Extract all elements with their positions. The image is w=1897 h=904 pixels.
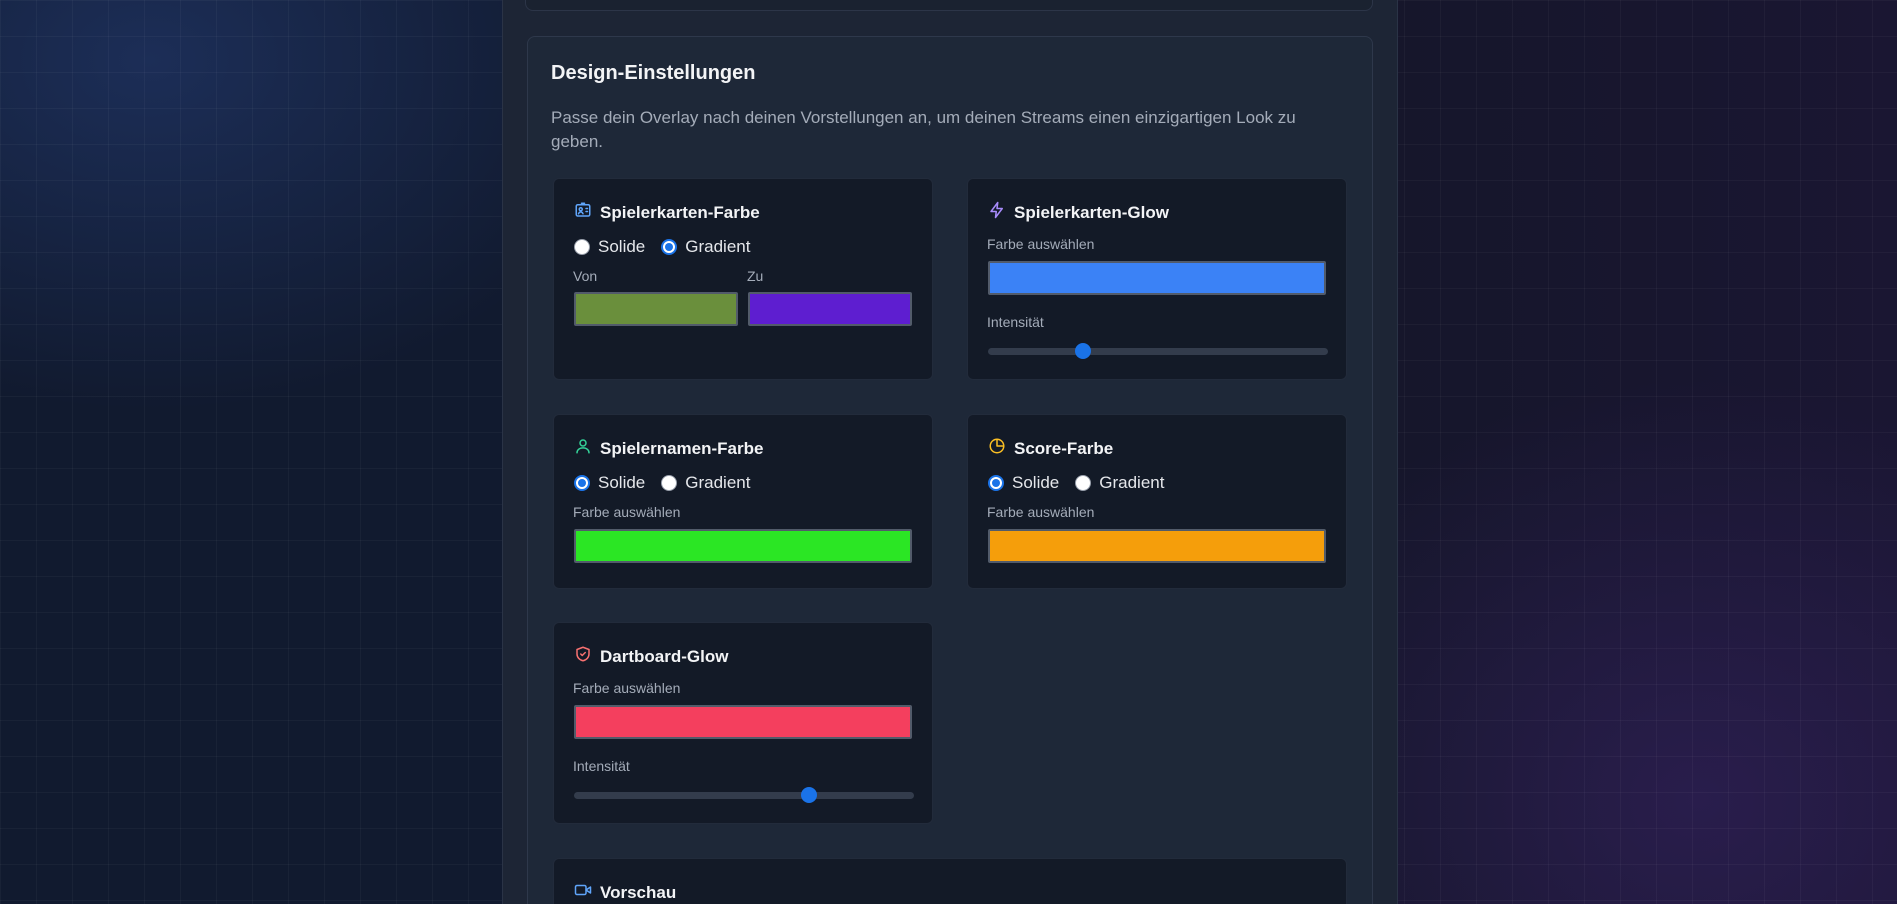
fill-mode-radio-group: Solide Gradient bbox=[574, 473, 766, 493]
radio-gradient[interactable]: Gradient bbox=[1075, 473, 1164, 493]
slider-thumb[interactable] bbox=[800, 787, 817, 803]
radio-button[interactable] bbox=[988, 475, 1004, 491]
card-color-header: Spielerkarten-Farbe bbox=[574, 201, 760, 224]
card-title: Score-Farbe bbox=[1014, 438, 1114, 458]
dartboard-glow-card: Dartboard-Glow Farbe auswählen Intensitä… bbox=[553, 622, 933, 824]
name-color-header: Spielernamen-Farbe bbox=[574, 437, 763, 460]
card-title: Spielernamen-Farbe bbox=[600, 438, 764, 458]
card-glow-card: Spielerkarten-Glow Farbe auswählen Inten… bbox=[967, 178, 1347, 380]
radio-solid[interactable]: Solide bbox=[988, 473, 1059, 493]
radio-label: Gradient bbox=[1099, 473, 1165, 492]
color-label: Farbe auswählen bbox=[573, 680, 681, 696]
gradient-from-color-picker[interactable] bbox=[574, 292, 738, 326]
radio-button[interactable] bbox=[661, 239, 678, 255]
card-title: Vorschau bbox=[600, 882, 677, 902]
radio-button[interactable] bbox=[574, 239, 590, 255]
card-title: Dartboard-Glow bbox=[600, 646, 729, 666]
radio-gradient[interactable]: Gradient bbox=[661, 473, 750, 493]
section-description: Passe dein Overlay nach deinen Vorstellu… bbox=[551, 108, 1296, 151]
video-icon bbox=[574, 881, 592, 904]
slider-thumb[interactable] bbox=[1075, 343, 1092, 359]
radio-label: Gradient bbox=[685, 473, 751, 492]
radio-label: Solide bbox=[1012, 473, 1060, 492]
radio-solid[interactable]: Solide bbox=[574, 473, 645, 493]
intensity-label: Intensität bbox=[987, 314, 1044, 330]
radio-button[interactable] bbox=[574, 475, 590, 491]
dartboard-glow-intensity-slider[interactable] bbox=[574, 786, 914, 804]
previous-section-card bbox=[525, 0, 1373, 11]
radio-label: Gradient bbox=[685, 237, 751, 256]
color-label: Farbe auswählen bbox=[987, 236, 1095, 252]
from-label: Von bbox=[573, 268, 598, 284]
radio-solid[interactable]: Solide bbox=[574, 237, 645, 257]
card-title: Spielerkarten-Glow bbox=[1014, 202, 1169, 222]
radio-label: Solide bbox=[598, 237, 646, 256]
radio-gradient[interactable]: Gradient bbox=[661, 237, 750, 257]
dartboard-glow-header: Dartboard-Glow bbox=[574, 645, 728, 668]
glow-color-picker[interactable] bbox=[988, 261, 1326, 295]
card-title: Spielerkarten-Farbe bbox=[600, 202, 760, 222]
radio-button[interactable] bbox=[1075, 475, 1092, 491]
score-color-header: Score-Farbe bbox=[988, 437, 1113, 460]
fill-mode-radio-group: Solide Gradient bbox=[988, 473, 1180, 493]
slider-track bbox=[574, 792, 914, 799]
pie-chart-icon bbox=[988, 437, 1006, 460]
shield-check-icon bbox=[574, 645, 592, 668]
preview-header: Vorschau bbox=[574, 881, 676, 904]
dartboard-glow-color-picker[interactable] bbox=[574, 705, 912, 739]
intensity-label: Intensität bbox=[573, 758, 630, 774]
color-label: Farbe auswählen bbox=[987, 504, 1095, 520]
name-color-card: Spielernamen-Farbe Solide Gradient Farbe… bbox=[553, 414, 933, 589]
score-color-card: Score-Farbe Solide Gradient Farbe auswäh… bbox=[967, 414, 1347, 589]
card-color-card: Spielerkarten-Farbe Solide Gradient Von … bbox=[553, 178, 933, 380]
zap-icon bbox=[988, 201, 1006, 224]
name-color-picker[interactable] bbox=[574, 529, 912, 563]
glow-intensity-slider[interactable] bbox=[988, 342, 1328, 360]
card-glow-header: Spielerkarten-Glow bbox=[988, 201, 1169, 224]
radio-button[interactable] bbox=[661, 475, 678, 491]
score-color-picker[interactable] bbox=[988, 529, 1326, 563]
to-label: Zu bbox=[747, 268, 764, 284]
color-label: Farbe auswählen bbox=[573, 504, 681, 520]
radio-label: Solide bbox=[598, 473, 646, 492]
user-icon bbox=[574, 437, 592, 460]
gradient-to-color-picker[interactable] bbox=[748, 292, 912, 326]
preview-card: Vorschau bbox=[553, 858, 1347, 904]
section-title: Design-Einstellungen bbox=[551, 62, 756, 84]
id-card-icon bbox=[574, 201, 592, 224]
slider-track bbox=[988, 348, 1328, 355]
fill-mode-radio-group: Solide Gradient bbox=[574, 237, 766, 257]
